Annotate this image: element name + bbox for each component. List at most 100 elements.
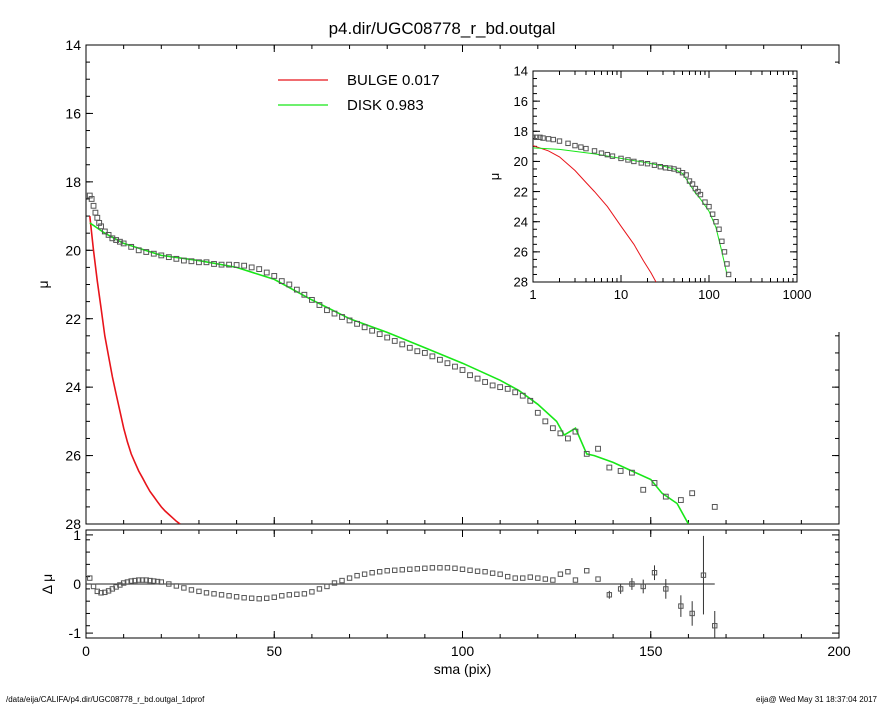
data-point xyxy=(90,583,97,590)
data-point xyxy=(376,569,383,575)
data-point xyxy=(316,586,323,592)
data-point xyxy=(527,574,533,580)
data-point xyxy=(211,261,217,267)
data-point xyxy=(711,503,718,510)
data-point xyxy=(94,214,101,221)
data-point xyxy=(595,576,601,582)
data-point xyxy=(565,569,571,575)
data-point xyxy=(105,231,112,238)
data-point xyxy=(147,577,153,584)
data-point xyxy=(644,160,651,167)
data-point xyxy=(361,324,368,331)
data-point xyxy=(241,262,248,269)
data-point xyxy=(188,587,195,593)
bulge-line xyxy=(533,145,657,282)
y-tick-label: 28 xyxy=(514,275,528,290)
y-tick-label: 18 xyxy=(514,124,528,139)
y-axis-label: μ xyxy=(487,173,502,181)
data-point xyxy=(572,142,578,149)
bulge-line xyxy=(89,216,181,524)
data-point xyxy=(662,493,669,500)
data-point xyxy=(248,264,255,271)
data-point xyxy=(196,259,202,266)
data-point xyxy=(346,575,353,581)
data-point xyxy=(256,596,262,602)
data-point xyxy=(233,262,240,268)
data-point xyxy=(482,569,488,575)
data-point xyxy=(584,568,590,574)
data-point xyxy=(211,591,217,597)
data-point xyxy=(583,145,589,152)
x-tick-label: 0 xyxy=(82,643,90,659)
y-tick-label: 0 xyxy=(73,576,81,592)
data-point xyxy=(678,603,684,609)
y-tick-label: 14 xyxy=(65,37,81,53)
data-point xyxy=(116,238,123,245)
data-point xyxy=(557,430,564,437)
data-point xyxy=(92,209,99,216)
data-point xyxy=(618,155,624,162)
data-point xyxy=(617,586,624,592)
data-point xyxy=(683,172,689,178)
plot-area xyxy=(86,535,718,638)
data-point xyxy=(128,578,134,584)
data-point xyxy=(196,588,202,595)
data-point xyxy=(459,566,466,572)
x-tick-label: 100 xyxy=(698,287,720,302)
data-point xyxy=(271,594,277,600)
data-point xyxy=(565,435,571,442)
data-point xyxy=(421,350,428,356)
y-tick-label: 16 xyxy=(65,105,81,121)
data-point xyxy=(702,199,708,205)
data-point xyxy=(540,135,546,141)
data-point xyxy=(94,588,100,595)
data-point xyxy=(263,269,270,276)
data-point xyxy=(339,577,345,584)
data-point xyxy=(88,196,95,202)
data-point xyxy=(286,281,293,288)
data-point xyxy=(120,240,127,247)
data-point xyxy=(556,138,563,144)
data-point xyxy=(512,389,519,396)
data-point xyxy=(550,577,556,583)
data-point xyxy=(629,469,635,476)
footer-timestamp: eija@ Wed May 31 18:37:04 2017 xyxy=(756,695,877,704)
data-point xyxy=(98,590,104,596)
data-point xyxy=(651,162,658,168)
main-plot: 14 16 18 20 22 24 26 28 μ xyxy=(35,37,840,532)
data-point xyxy=(437,565,443,571)
data-point xyxy=(188,258,195,265)
data-point xyxy=(226,593,232,599)
data-point xyxy=(550,136,556,143)
data-point xyxy=(489,382,496,389)
data-point xyxy=(143,249,150,255)
data-point xyxy=(533,134,540,141)
data-point xyxy=(241,595,247,601)
data-point xyxy=(631,158,637,165)
data-point xyxy=(384,334,391,341)
data-point xyxy=(482,379,488,385)
data-point xyxy=(248,595,255,601)
data-point xyxy=(96,220,103,226)
data-point xyxy=(294,591,300,598)
data-point xyxy=(132,577,138,584)
data-point xyxy=(429,565,436,571)
y-tick-label: 22 xyxy=(514,184,528,199)
data-point xyxy=(706,203,712,210)
data-point xyxy=(578,144,584,150)
data-point xyxy=(151,578,157,584)
data-point xyxy=(537,134,543,141)
data-point xyxy=(689,610,695,617)
plot-area xyxy=(533,134,732,282)
data-point xyxy=(369,570,375,576)
data-point xyxy=(354,572,360,579)
data-point xyxy=(689,490,696,497)
data-point xyxy=(572,577,579,583)
data-point xyxy=(527,397,534,404)
data-point xyxy=(139,577,146,583)
data-point xyxy=(309,296,315,303)
data-point xyxy=(98,223,104,230)
data-point xyxy=(158,579,165,585)
data-point xyxy=(697,191,704,198)
